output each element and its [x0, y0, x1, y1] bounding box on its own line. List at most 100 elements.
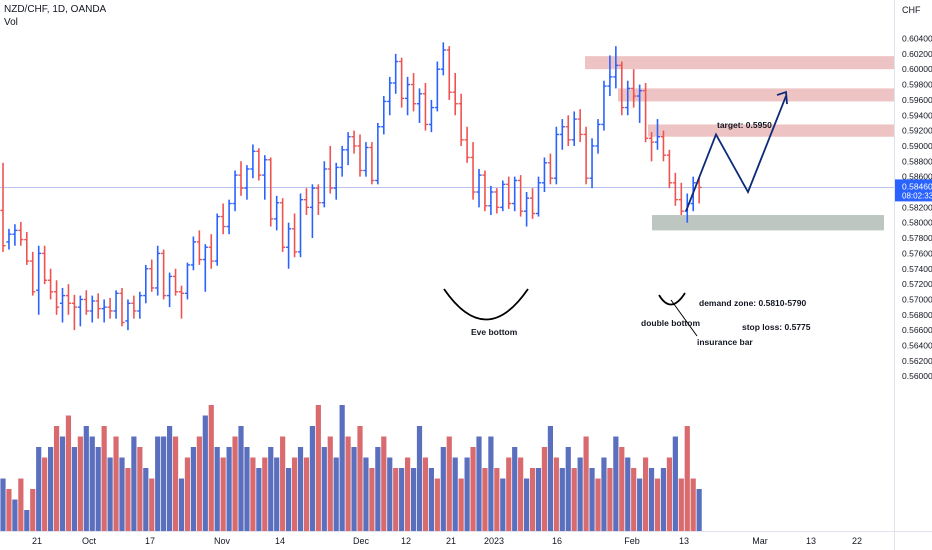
price-tick-label: 0.60200 — [902, 49, 932, 59]
volume-bar — [155, 436, 161, 531]
price-tick-label: 0.56000 — [902, 371, 932, 381]
volume-bar — [53, 426, 60, 531]
volume-bar — [42, 457, 48, 531]
volume-bar — [131, 436, 137, 531]
volume-bar — [48, 447, 54, 531]
volume-bar — [89, 436, 95, 531]
volume-bar — [369, 468, 375, 531]
volume-bar — [309, 426, 315, 531]
volume-bar — [482, 468, 488, 531]
volume-bar — [577, 457, 583, 531]
volume-bar — [357, 426, 363, 531]
zone-resistance-1 — [585, 56, 894, 70]
price-tick-label: 0.57000 — [902, 294, 932, 304]
volume-bar — [172, 436, 179, 531]
insurance-bar-pointer — [670, 299, 698, 337]
volume-bar — [524, 478, 530, 531]
volume-bar — [0, 478, 6, 531]
volume-bar — [476, 436, 482, 531]
date-tick-label: 14 — [275, 536, 285, 546]
price-tick-label: 0.58000 — [902, 218, 932, 228]
volume-bar — [422, 457, 429, 531]
double-bottom-arc — [658, 292, 686, 306]
stop-loss-label: stop loss: 0.5775 — [742, 322, 811, 332]
volume-bar — [280, 436, 286, 531]
volume-bar — [137, 447, 143, 531]
volume-bar — [184, 457, 191, 531]
volume-bar — [571, 468, 577, 531]
volume-bar — [113, 436, 119, 531]
date-tick-label: Oct — [82, 536, 97, 546]
volume-bar — [648, 468, 655, 531]
volume-bar — [327, 436, 333, 531]
volume-bar — [95, 447, 101, 531]
volume-bar — [506, 457, 512, 531]
zone-resistance-3 — [648, 124, 894, 137]
price-axis-currency: CHF — [902, 5, 921, 15]
volume-bar — [607, 468, 613, 531]
volume-bar — [71, 447, 77, 531]
price-tick-label: 0.58200 — [902, 202, 932, 212]
volume-bar — [631, 468, 637, 531]
volume-bar — [393, 468, 399, 531]
date-tick-label: 21 — [32, 536, 42, 546]
last-price-badge — [895, 179, 932, 202]
volume-bar — [190, 447, 196, 531]
date-tick-label: 22 — [852, 536, 862, 546]
volume-bar — [684, 426, 690, 531]
volume-bar — [625, 457, 631, 531]
volume-bar — [220, 457, 226, 531]
volume-bar — [244, 447, 250, 531]
volume-bar — [458, 478, 464, 531]
volume-bar — [512, 447, 518, 531]
volume-bar — [297, 447, 304, 531]
eve-bottom-label: Eve bottom — [471, 327, 518, 337]
date-tick-label: 13 — [679, 536, 689, 546]
volume-bar — [553, 457, 559, 531]
volume-bar — [107, 457, 113, 531]
time-axis-divider — [0, 531, 932, 532]
date-tick-label: Feb — [624, 536, 640, 546]
volume-bar — [339, 405, 345, 531]
volume-bar — [143, 468, 149, 531]
date-tick-label: 17 — [145, 536, 155, 546]
volume-bar — [291, 457, 298, 531]
volume-bar — [488, 436, 494, 531]
date-tick-label: Nov — [214, 536, 231, 546]
volume-bar — [208, 405, 214, 531]
insurance-bar-label: insurance bar — [697, 337, 753, 347]
price-tick-label: 0.57800 — [902, 233, 932, 243]
volume-bar — [274, 457, 280, 531]
price-tick-label: 0.56800 — [902, 310, 932, 320]
volume-bar — [214, 447, 220, 531]
price-tick-label: 0.59800 — [902, 80, 932, 90]
volume-bar — [410, 468, 417, 531]
price-tick-label: 0.59400 — [902, 110, 932, 120]
volume-bar — [381, 436, 387, 531]
volume-bar — [101, 426, 107, 531]
date-tick-label: 2023 — [484, 536, 504, 546]
volume-bar — [654, 478, 661, 531]
projection-path — [685, 95, 787, 212]
volume-bar — [363, 457, 369, 531]
price-tick-label: 0.60000 — [902, 64, 932, 74]
date-tick-label: 16 — [552, 536, 562, 546]
volume-bar — [315, 405, 321, 531]
volume-bar — [440, 447, 446, 531]
volume-bar — [202, 415, 208, 531]
volume-bar — [18, 478, 24, 531]
volume-bar — [601, 457, 607, 531]
volume-bar — [226, 447, 232, 531]
volume-label: Vol — [4, 17, 18, 28]
volume-bar — [547, 426, 553, 531]
price-tick-label: 0.56400 — [902, 341, 932, 351]
volume-bar — [30, 489, 36, 531]
volume-bar — [321, 447, 327, 531]
volume-bar — [12, 499, 18, 531]
volume-bar — [196, 436, 202, 531]
price-tick-label: 0.57200 — [902, 279, 932, 289]
volume-bar — [619, 447, 625, 531]
volume-bar — [637, 478, 643, 531]
volume-bar — [6, 489, 12, 531]
